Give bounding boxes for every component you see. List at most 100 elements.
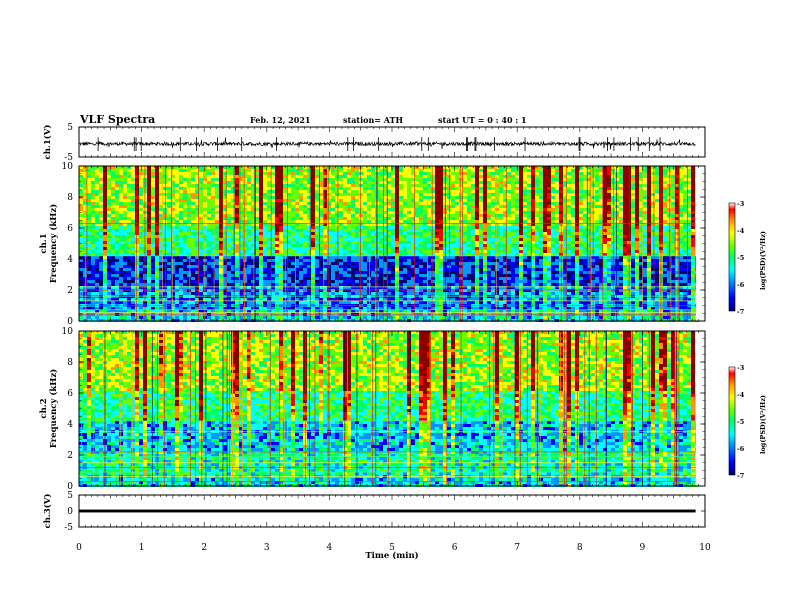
spectrogram-cell xyxy=(123,283,127,286)
spectrogram-cell xyxy=(407,283,411,286)
spectrogram-cell xyxy=(271,190,275,193)
spectrogram-cell xyxy=(391,259,395,262)
spectrogram-cell xyxy=(415,187,419,190)
spectrogram-cell xyxy=(139,244,143,247)
spectrogram-cell xyxy=(103,208,107,211)
spectrogram-cell xyxy=(399,211,403,214)
spectrogram-cell xyxy=(363,181,367,184)
spectrogram-cell xyxy=(403,181,407,184)
spectrogram-cell xyxy=(315,214,319,217)
spectrogram-cell xyxy=(107,190,111,193)
spectrogram-cell xyxy=(335,244,339,247)
spectrogram-cell xyxy=(363,238,367,241)
spectrogram-cell xyxy=(311,316,315,319)
spectrogram-cell xyxy=(423,283,427,286)
spectrogram-cell xyxy=(151,205,155,208)
spectrogram-cell xyxy=(179,193,183,196)
spectrogram-cell xyxy=(215,181,219,184)
spectrogram-cell xyxy=(267,292,271,295)
spectrogram-cell xyxy=(179,274,183,277)
spectrogram-cell xyxy=(355,205,359,208)
spectrogram-cell xyxy=(327,184,331,187)
spectrogram-cell xyxy=(379,214,383,217)
spectrogram-cell xyxy=(379,271,383,274)
spectrogram-cell xyxy=(355,214,359,217)
spectrogram-cell xyxy=(247,268,251,271)
spectrogram-cell xyxy=(179,169,183,172)
spectrogram-cell xyxy=(95,301,99,304)
spectrogram-cell xyxy=(363,250,367,253)
spectrogram-cell xyxy=(439,205,443,208)
spectrogram-cell xyxy=(291,277,295,280)
spectrogram-cell xyxy=(111,268,115,271)
spectrogram-cell xyxy=(95,178,99,181)
spectrogram-cell xyxy=(179,214,183,217)
spectrogram-cell xyxy=(175,256,179,259)
spectrogram-cell xyxy=(359,181,363,184)
spectrogram-cell xyxy=(235,196,239,199)
spectrogram-cell xyxy=(127,280,131,283)
spectrogram-cell xyxy=(351,259,355,262)
spectrogram-cell xyxy=(187,265,191,268)
spectrogram-cell xyxy=(343,247,347,250)
spectrogram-cell xyxy=(135,169,139,172)
spectrogram-cell xyxy=(235,241,239,244)
spectrogram-cell xyxy=(151,226,155,229)
spectrogram-cell xyxy=(135,250,139,253)
spectrogram-cell xyxy=(311,214,315,217)
spectrogram-cell xyxy=(99,235,103,238)
spectrogram-cell xyxy=(327,286,331,289)
spectrogram-cell xyxy=(215,289,219,292)
spectrogram-cell xyxy=(147,205,151,208)
spectrogram-cell xyxy=(435,256,439,259)
spectrogram-cell xyxy=(435,235,439,238)
spectrogram-cell xyxy=(367,169,371,172)
spectrogram-cell xyxy=(151,187,155,190)
spectrogram-cell xyxy=(111,277,115,280)
spectrogram-cell xyxy=(279,289,283,292)
spectrogram-cell xyxy=(355,283,359,286)
spectrogram-cell xyxy=(135,220,139,223)
spectrogram-cell xyxy=(399,277,403,280)
spectrogram-cell xyxy=(259,181,263,184)
spectrogram-cell xyxy=(123,286,127,289)
spectrogram-cell xyxy=(251,190,255,193)
spectrogram-cell xyxy=(291,196,295,199)
spectrogram-cell xyxy=(107,172,111,175)
spectrogram-cell xyxy=(127,196,131,199)
spectrogram-cell xyxy=(395,280,399,283)
spectrogram-cell xyxy=(135,280,139,283)
spectrogram-cell xyxy=(343,244,347,247)
spectrogram-cell xyxy=(219,205,223,208)
spectrogram-cell xyxy=(103,274,107,277)
spectrogram-cell xyxy=(431,283,435,286)
spectrogram-cell xyxy=(167,277,171,280)
spectrogram-cell xyxy=(407,232,411,235)
spectrogram-cell xyxy=(395,217,399,220)
spectrogram-cell xyxy=(267,196,271,199)
spectrogram-cell xyxy=(415,178,419,181)
spectrogram-cell xyxy=(299,286,303,289)
spectrogram-cell xyxy=(127,184,131,187)
spectrogram-cell xyxy=(379,283,383,286)
spectrogram-cell xyxy=(395,268,399,271)
spectrogram-cell xyxy=(155,292,159,295)
spectrogram-cell xyxy=(247,277,251,280)
spectrogram-cell xyxy=(379,244,383,247)
spectrogram-cell xyxy=(155,169,159,172)
spectrogram-cell xyxy=(327,259,331,262)
spectrogram-cell xyxy=(207,196,211,199)
spectrogram-cell xyxy=(139,289,143,292)
spectrogram-cell xyxy=(111,247,115,250)
spectrogram-cell xyxy=(119,292,123,295)
spectrogram-cell xyxy=(347,268,351,271)
spectrogram-cell xyxy=(151,175,155,178)
spectrogram-cell xyxy=(415,214,419,217)
spectrogram-cell xyxy=(343,187,347,190)
spectrogram-cell xyxy=(247,292,251,295)
spectrogram-cell xyxy=(291,229,295,232)
spectrogram-cell xyxy=(335,199,339,202)
spectrogram-cell xyxy=(115,256,119,259)
spectrogram-cell xyxy=(227,274,231,277)
spectrogram-cell xyxy=(115,187,119,190)
